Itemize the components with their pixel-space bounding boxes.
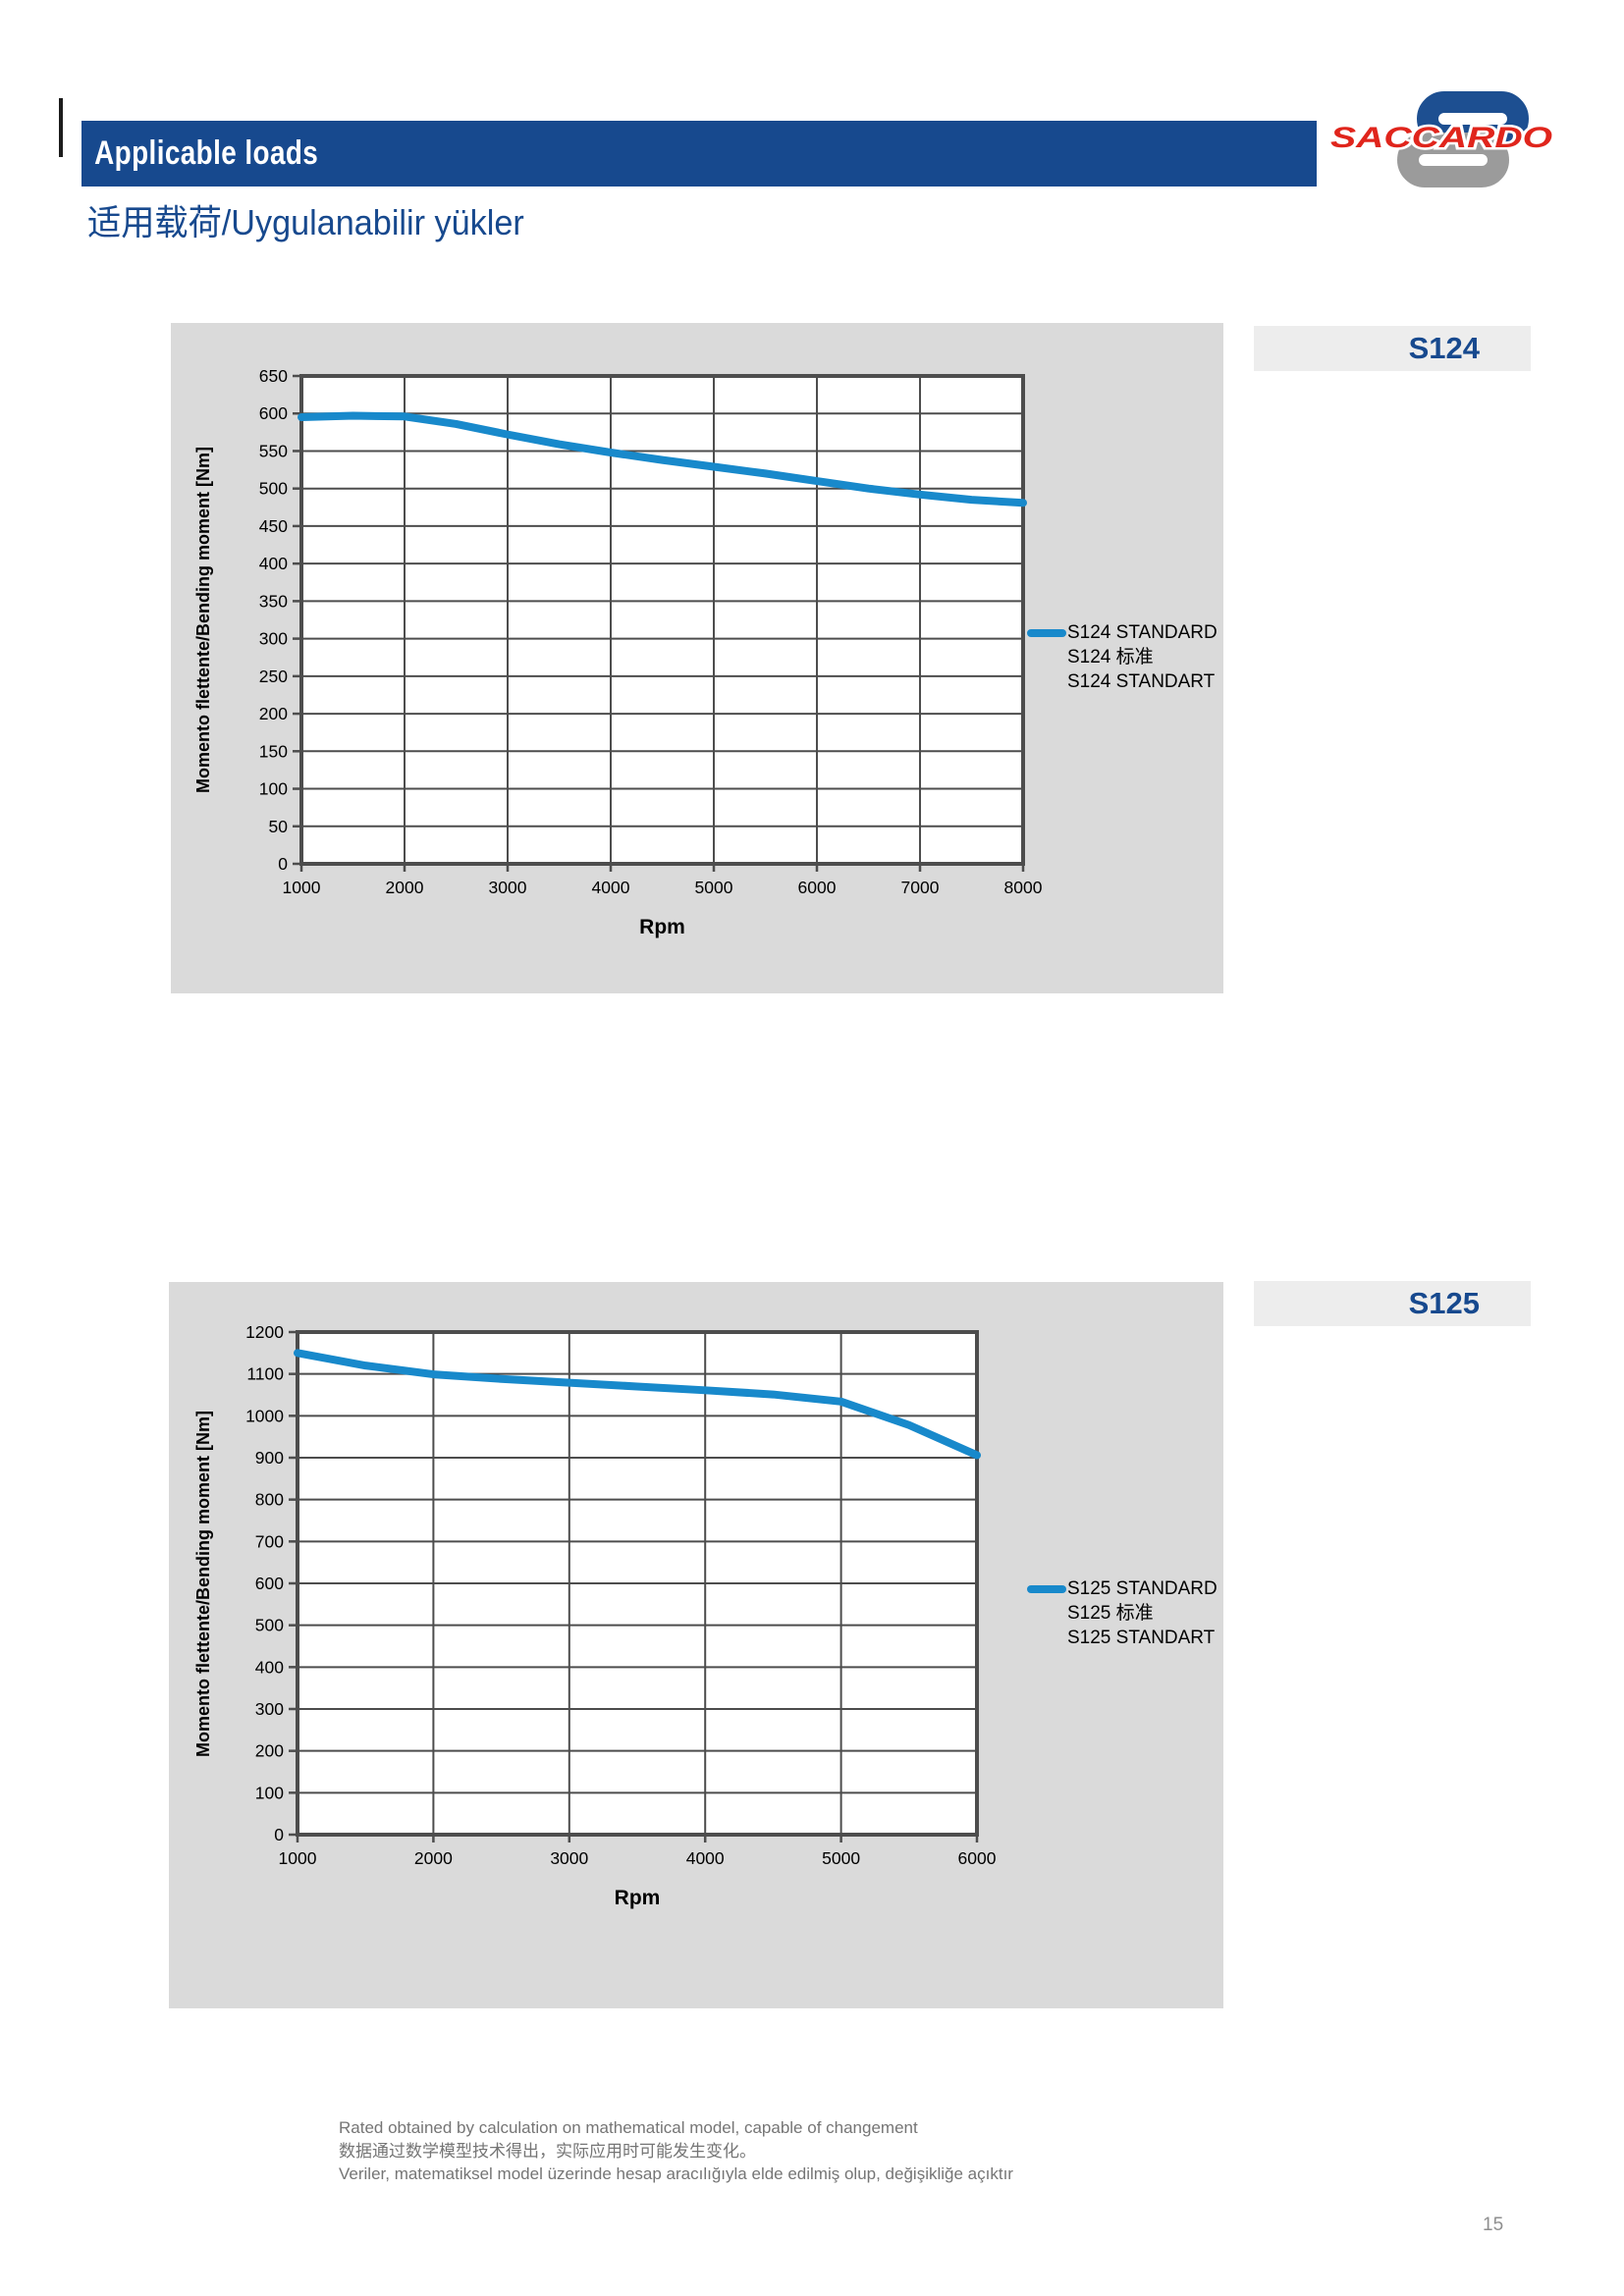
- series-line: [294, 1349, 981, 1460]
- chart-plot-s125: 1000 2000 3000 4000 5000 6000 0 100 200 300 400 500…: [245, 1322, 997, 1868]
- saccardo-logo-icon: SACCARDO: [1324, 77, 1559, 194]
- y-axis-title-s124: Momento flettente/Bending moment [Nm]: [192, 447, 213, 793]
- chart-plot-s124: 1000 2000 3000 4000 5000 6000 7000 8000 0 50 100 15…: [259, 366, 1043, 897]
- logo-bottom-link: [1397, 133, 1509, 187]
- svg-text:50: 50: [269, 817, 289, 836]
- legend-label: S124 标准: [1067, 647, 1154, 667]
- svg-text:8000: 8000: [1004, 878, 1043, 897]
- svg-text:1000: 1000: [245, 1406, 284, 1425]
- svg-text:200: 200: [259, 704, 288, 723]
- svg-text:1000: 1000: [279, 1848, 317, 1868]
- page-subtitle: 适用载荷/Uygulanabilir yükler: [87, 202, 524, 242]
- svg-text:600: 600: [259, 403, 288, 423]
- model-badge-s125: S125: [1254, 1281, 1531, 1326]
- svg-text:300: 300: [259, 629, 288, 649]
- y-axis-title-s125: Momento flettente/Bending moment [Nm]: [192, 1410, 213, 1757]
- page-number: 15: [1483, 2215, 1504, 2235]
- x-axis-title-s125: Rpm: [614, 1887, 661, 1909]
- page-title: Applicable loads: [94, 134, 319, 172]
- svg-text:500: 500: [259, 479, 288, 499]
- svg-text:5000: 5000: [695, 878, 733, 897]
- svg-text:200: 200: [255, 1741, 284, 1761]
- svg-text:100: 100: [255, 1783, 284, 1802]
- svg-text:0: 0: [278, 854, 288, 874]
- svg-text:100: 100: [259, 779, 288, 799]
- footer-line-tr: Veriler, matematiksel model üzerinde hes…: [339, 2164, 1013, 2183]
- svg-text:550: 550: [259, 441, 288, 460]
- legend-label: S125 STANDART: [1067, 1628, 1216, 1648]
- svg-text:4000: 4000: [686, 1848, 725, 1868]
- model-badge-s124: S124: [1254, 326, 1531, 371]
- legend-label: S125 STANDARD: [1067, 1578, 1218, 1599]
- plot-border: [299, 374, 1025, 866]
- chart-canvas: 1000 2000 3000 4000 5000 6000 7000 8000 0 50 100 15…: [259, 366, 1043, 897]
- svg-text:400: 400: [259, 554, 288, 573]
- header-bar: Applicable loads: [81, 121, 1317, 187]
- legend-label: S125 标准: [1067, 1603, 1154, 1624]
- svg-text:150: 150: [259, 741, 288, 761]
- x-axis-title-s124: Rpm: [639, 916, 685, 938]
- logo-wordmark: SACCARDO: [1330, 122, 1552, 154]
- chart-legend-s125: S125 STANDARD S125 标准 S125 STANDART: [1067, 1576, 1218, 1650]
- svg-text:450: 450: [259, 516, 288, 536]
- svg-text:4000: 4000: [592, 878, 630, 897]
- svg-text:700: 700: [255, 1531, 284, 1551]
- chart-canvas: 1000 2000 3000 4000 5000 6000 0 100 200 300 400 500…: [245, 1322, 997, 1868]
- svg-text:1200: 1200: [245, 1322, 284, 1342]
- saccardo-logo-graphic: SACCARDO: [1328, 91, 1555, 187]
- svg-text:500: 500: [255, 1616, 284, 1635]
- svg-text:6000: 6000: [958, 1848, 997, 1868]
- legend-label: S124 STANDART: [1067, 671, 1216, 692]
- svg-text:350: 350: [259, 591, 288, 611]
- svg-text:3000: 3000: [489, 878, 527, 897]
- svg-text:2000: 2000: [414, 1848, 453, 1868]
- svg-text:6000: 6000: [798, 878, 837, 897]
- svg-text:3000: 3000: [550, 1848, 588, 1868]
- footer-line-en: Rated obtained by calculation on mathema…: [339, 2118, 918, 2137]
- svg-text:600: 600: [255, 1574, 284, 1593]
- series-line: [298, 411, 1027, 507]
- svg-text:7000: 7000: [901, 878, 940, 897]
- footer-note: Rated obtained by calculation on mathema…: [339, 2116, 1013, 2186]
- svg-text:250: 250: [259, 667, 288, 686]
- svg-text:650: 650: [259, 366, 288, 386]
- svg-text:900: 900: [255, 1448, 284, 1468]
- svg-text:300: 300: [255, 1699, 284, 1719]
- legend-label: S124 STANDARD: [1067, 622, 1218, 643]
- tick-labels: 1000 2000 3000 4000 5000 6000 7000 8000 0 50 100 15…: [259, 366, 1043, 897]
- svg-text:5000: 5000: [822, 1848, 860, 1868]
- svg-text:0: 0: [274, 1825, 284, 1844]
- tick-labels: 1000 2000 3000 4000 5000 6000 0 100 200 300 400 500…: [245, 1322, 997, 1868]
- svg-text:800: 800: [255, 1490, 284, 1510]
- svg-text:1100: 1100: [246, 1364, 284, 1384]
- legend-line-swatch-s124: [1027, 629, 1066, 637]
- svg-text:2000: 2000: [386, 878, 424, 897]
- plot-border: [296, 1330, 979, 1837]
- chart-legend-s124: S124 STANDARD S124 标准 S124 STANDART: [1067, 620, 1218, 694]
- plot-background: [301, 376, 1023, 864]
- svg-text:1000: 1000: [283, 878, 321, 897]
- legend-line-swatch-s125: [1027, 1585, 1066, 1593]
- svg-text:400: 400: [255, 1657, 284, 1677]
- scan-artifact-mark: [59, 98, 63, 157]
- footer-line-zh: 数据通过数学模型技术得出，实际应用时可能发生变化。: [339, 2141, 756, 2161]
